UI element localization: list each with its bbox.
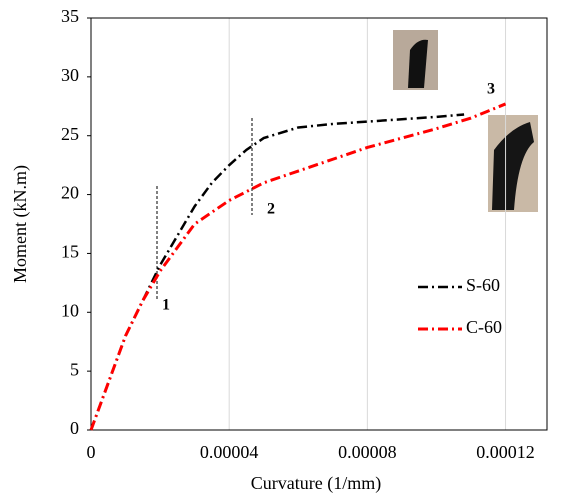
plot-frame — [90, 17, 548, 431]
annotation: 2 — [267, 201, 275, 218]
y-tick-label: 5 — [70, 359, 79, 379]
x-tick-label: 0 — [87, 442, 96, 462]
x-tick-label: 0.00004 — [200, 442, 259, 462]
y-axis-title: Moment (kN.m) — [10, 165, 31, 283]
y-tick-label: 15 — [61, 242, 79, 262]
y-tick-label: 0 — [70, 418, 79, 438]
y-tick-label: 25 — [61, 124, 79, 144]
x-tick-label: 0.00012 — [476, 442, 535, 462]
series-line — [89, 102, 507, 431]
y-tick-label: 30 — [61, 65, 79, 85]
annotation: 1 — [162, 297, 170, 314]
legend-label: C-60 — [466, 317, 502, 337]
series-line — [89, 113, 465, 431]
photo-specimen-2-shape — [492, 122, 534, 210]
y-tick-label: 35 — [61, 6, 79, 26]
x-tick-label: 0.00008 — [338, 442, 397, 462]
legend-label: S-60 — [466, 275, 500, 295]
y-tick-label: 10 — [61, 300, 79, 320]
annotation: 3 — [487, 81, 495, 98]
y-tick-label: 20 — [61, 183, 79, 203]
photo-specimen-1-shape — [408, 39, 428, 88]
x-axis-title: Curvature (1/mm) — [251, 473, 381, 494]
